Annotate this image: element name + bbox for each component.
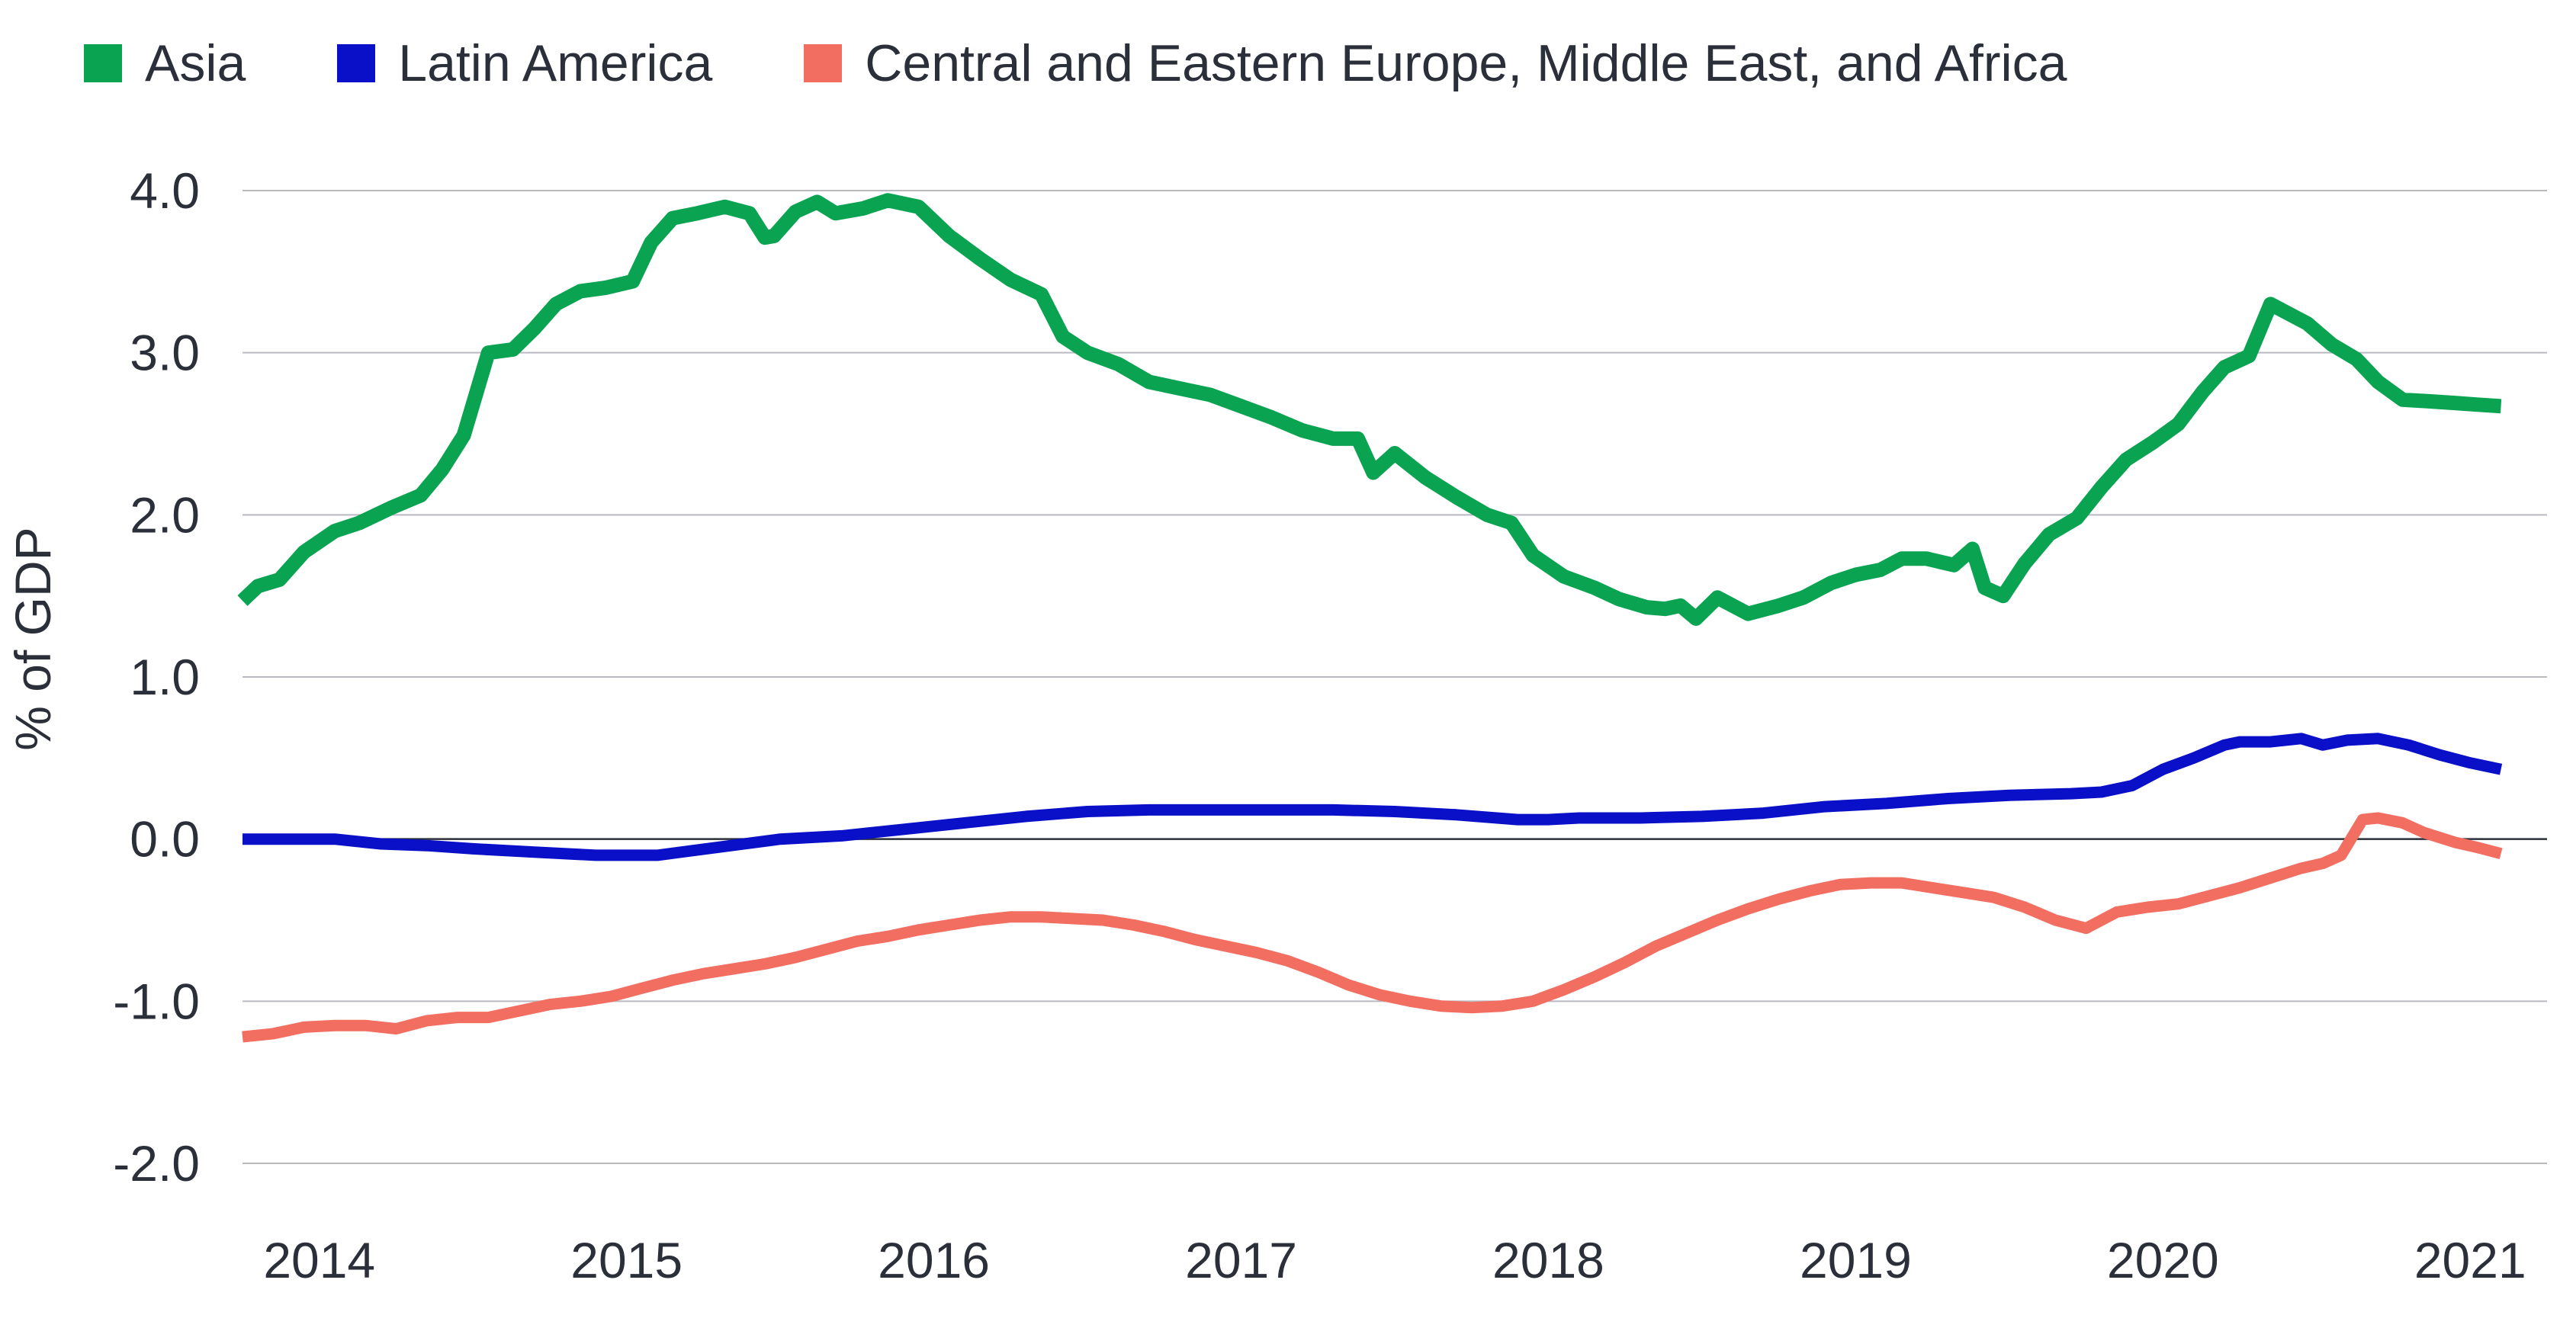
y-axis-label: % of GDP [5,527,61,750]
legend-label-asia: Asia [145,34,246,92]
gridlines [243,190,2547,1164]
legend-swatch-ceemea [804,44,843,82]
y-tick-label-6: 4.0 [130,162,200,219]
legend-item-asia: Asia [84,34,246,93]
series-lines [237,193,2503,1043]
legend-label-ceemea: Central and Eastern Europe, Middle East,… [865,34,2067,92]
y-tick-label-3: 1.0 [130,649,200,705]
x-tick-label-2: 2016 [878,1232,990,1288]
y-tick-labels: -2.0 -1.0 0.0 1.0 2.0 3.0 4.0 [113,162,200,1192]
series-line-asia [237,193,2502,626]
x-tick-label-4: 2018 [1492,1232,1604,1288]
x-tick-label-5: 2019 [1800,1232,1912,1288]
legend-item-ceemea: Central and Eastern Europe, Middle East,… [804,34,2067,93]
legend-label-latin-america: Latin America [398,34,713,92]
chart-legend: Asia Latin America Central and Eastern E… [84,34,2158,93]
y-tick-label-0: -2.0 [113,1135,200,1192]
x-tick-label-6: 2020 [2107,1232,2219,1288]
legend-swatch-latin-america [337,44,376,82]
y-tick-label-1: -1.0 [113,973,200,1029]
legend-item-latin-america: Latin America [337,34,712,93]
x-tick-label-1: 2015 [570,1232,683,1288]
x-tick-label-3: 2017 [1185,1232,1297,1288]
x-tick-labels: 2014 2015 2016 2017 2018 2019 2020 2021 [263,1232,2526,1288]
y-tick-label-2: 0.0 [130,811,200,868]
x-tick-label-0: 2014 [263,1232,375,1288]
series-line-latin-america [243,733,2503,861]
x-tick-label-7: 2021 [2414,1232,2526,1288]
series-line-ceemea [242,812,2503,1043]
legend-swatch-asia [84,44,122,82]
y-tick-label-4: 2.0 [130,486,200,543]
y-tick-label-5: 3.0 [130,325,200,381]
